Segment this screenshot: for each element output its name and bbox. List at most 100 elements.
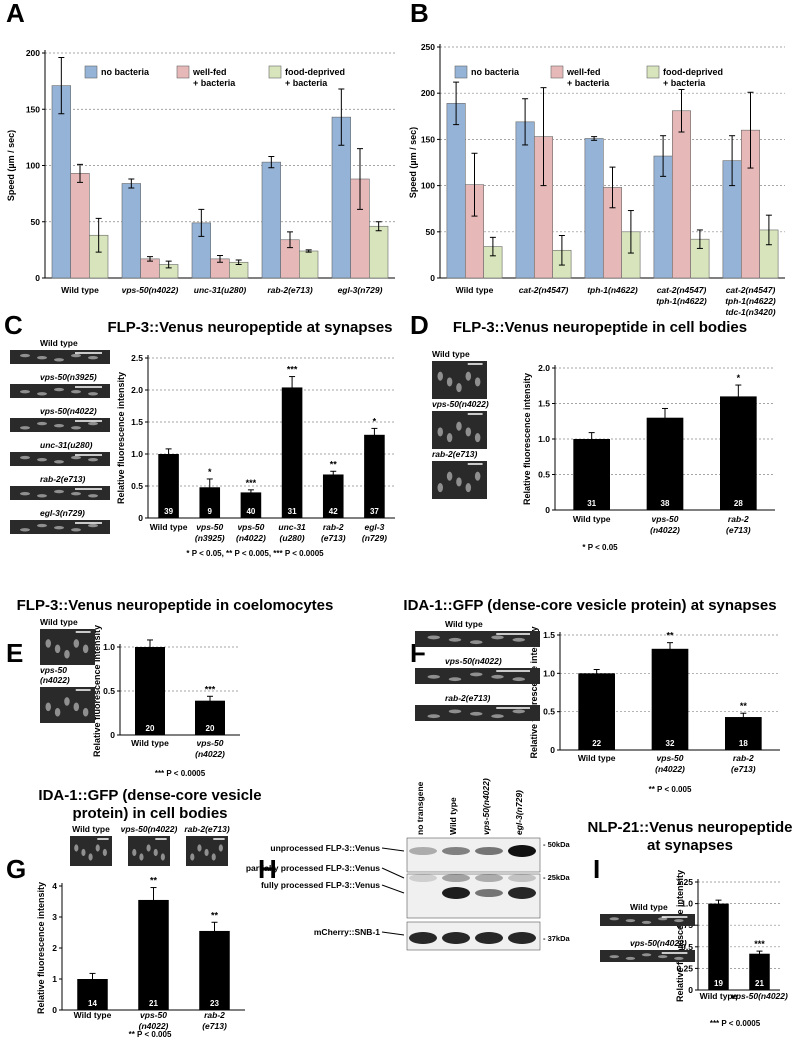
error-bar [371,427,378,442]
n-label: 31 [288,507,297,516]
x-tick-label: Wild type [573,514,611,524]
micrograph-spot [37,523,47,528]
panel-label: B [410,0,429,28]
micrograph-spot [88,853,93,861]
micrograph-spot [465,371,472,381]
n-label: 20 [146,724,155,733]
bar [199,930,230,1010]
size-marker: - 50kDa [543,840,571,849]
micrograph-spot [609,917,619,921]
significance-label: ** [211,910,219,920]
x-tick-label: egl-3(n729) [362,522,387,543]
micrograph-spot [71,455,81,460]
error-bar [330,470,337,479]
image-label: rab-2(e713) [184,824,230,834]
x-tick-label-line: rab-2 [323,522,344,532]
x-tick-label: Wild type [74,1010,112,1020]
error-bar [756,950,763,957]
significance-note: ** P < 0.005 [649,785,692,794]
error-bar [609,166,616,209]
significance-label: *** [754,939,765,949]
legend-label: well-fed + bacteria [566,67,610,88]
x-tick-label: Wild type [61,285,99,295]
x-tick-label-line: tph-1(n4622) [725,296,776,306]
blot-band [475,932,503,944]
error-bar [489,236,496,257]
x-tick-label: unc-31(u280) [278,522,306,543]
chart-title-line: protein) in cell bodies [72,805,227,822]
legend-label-line: + bacteria [285,78,328,88]
x-tick-label-line: (u280) [280,533,305,543]
bar [158,454,179,518]
micrograph-spot [146,844,151,852]
micrograph-spot [448,677,462,682]
y-tick-label: 250 [421,42,435,52]
legend-label-line: + bacteria [193,78,236,88]
significance-label: ** [740,701,748,711]
bar [573,439,610,510]
micrograph-spot [474,433,481,443]
significance-label: ** [330,459,338,469]
error-bar [147,639,153,655]
micrograph-spot [427,674,440,679]
micrograph-spot [625,919,636,923]
y-tick-label: 2.5 [131,353,143,363]
y-tick-label: 1.0 [538,434,550,444]
n-label: 40 [246,507,255,516]
blot-band [508,845,536,857]
micrograph-spot [95,844,100,852]
y-tick-label: 2 [52,943,57,953]
y-tick-label: 200 [421,88,435,98]
y-tick-label: 4 [52,881,57,891]
bar [140,258,160,279]
significance-label: * [208,467,212,477]
y-tick-label: 0.5 [538,470,550,480]
micrograph-spot [437,427,443,437]
significance-note: ** P < 0.005 [129,1030,172,1039]
micrograph-spot [491,714,504,719]
micrograph-spot [437,371,443,381]
chart-title: FLP-3::Venus neuropeptide in cell bodies [453,319,747,336]
y-tick-label: 0 [550,745,555,755]
error-bar [729,135,736,187]
x-tick-label: vps-50(n4022) [650,514,680,535]
micrograph-spot [625,956,636,960]
micrograph-spot [470,672,483,677]
x-tick-label: cat-2(n4547) tph-1(n4622) [656,285,707,306]
micrograph-spot [446,471,453,481]
significance-note: *** P < 0.0005 [710,1019,761,1028]
bar [578,673,615,750]
n-label: 14 [88,999,97,1008]
image-label-line: (n4022) [40,675,70,685]
error-bar [289,376,296,399]
y-axis-label: Speed (µm / sec) [408,127,418,198]
micrograph-spot [54,387,64,392]
panel-label: A [6,0,25,28]
legend-label: food-deprived + bacteria [663,67,723,88]
n-label: 31 [587,499,596,508]
error-bar [95,217,102,253]
n-label: 20 [206,724,215,733]
micrograph-spot [674,919,684,923]
x-tick-label-line: vps-50 [197,738,224,748]
n-label: 22 [592,739,601,748]
image-label: rab-2(e713) [40,474,86,484]
significance-label: * [373,416,377,426]
chart-title: IDA-1::GFP (dense-core vesicle protein) … [403,597,776,614]
blot-band [442,932,470,944]
x-tick-label: rab-2(e713) [202,1010,227,1031]
micrograph-spot [160,853,165,861]
y-axis-label: Relative fluorescence intensity [92,625,102,757]
x-tick-label-line: (e713) [726,525,751,535]
y-tick-label: 150 [26,104,40,114]
error-bar [375,221,382,232]
micrograph-spot [674,956,684,960]
error-bar [735,384,742,409]
band-arrow [381,847,405,852]
x-tick-label-line: rab-2 [728,514,749,524]
error-bar [165,448,172,460]
micrograph-spot [448,709,462,714]
error-bar [268,156,275,169]
n-label: 9 [208,507,213,516]
micrograph-spot [54,644,61,654]
